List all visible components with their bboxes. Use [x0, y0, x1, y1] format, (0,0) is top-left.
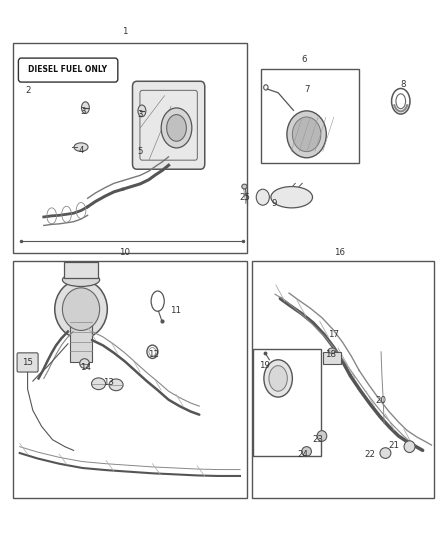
- Ellipse shape: [81, 102, 89, 114]
- Text: 20: 20: [375, 397, 387, 405]
- Text: 3: 3: [81, 108, 86, 116]
- Text: 11: 11: [170, 306, 181, 314]
- Bar: [70, 309, 92, 362]
- Bar: [323, 352, 341, 364]
- Text: 22: 22: [364, 450, 376, 458]
- Text: 25: 25: [240, 193, 251, 201]
- Bar: [64, 262, 98, 278]
- Ellipse shape: [80, 359, 89, 368]
- Ellipse shape: [380, 448, 391, 458]
- Text: 4: 4: [78, 146, 84, 155]
- Ellipse shape: [92, 378, 106, 390]
- Bar: [13, 43, 247, 253]
- Text: 12: 12: [148, 350, 159, 359]
- Ellipse shape: [317, 431, 327, 441]
- Bar: [13, 261, 247, 498]
- FancyBboxPatch shape: [18, 58, 118, 82]
- Ellipse shape: [256, 189, 269, 205]
- FancyBboxPatch shape: [132, 82, 205, 169]
- Text: 16: 16: [334, 248, 345, 256]
- Bar: [261, 69, 359, 163]
- Text: 2: 2: [26, 86, 31, 95]
- Text: 24: 24: [297, 450, 309, 458]
- Bar: [253, 349, 321, 456]
- Ellipse shape: [269, 366, 287, 391]
- Text: 5: 5: [138, 148, 143, 156]
- Ellipse shape: [264, 360, 293, 397]
- Ellipse shape: [166, 115, 187, 141]
- Text: 8: 8: [400, 80, 406, 88]
- Text: 21: 21: [389, 441, 400, 449]
- Text: 9: 9: [271, 199, 276, 208]
- Text: 3: 3: [138, 110, 143, 119]
- Text: DIESEL FUEL ONLY: DIESEL FUEL ONLY: [28, 66, 107, 74]
- Ellipse shape: [271, 187, 313, 208]
- Text: 23: 23: [312, 435, 323, 444]
- Text: 13: 13: [103, 378, 114, 387]
- Text: 10: 10: [119, 248, 131, 256]
- Ellipse shape: [292, 117, 321, 152]
- Ellipse shape: [302, 447, 311, 456]
- Text: 6: 6: [302, 55, 307, 64]
- Text: 7: 7: [304, 85, 309, 94]
- Ellipse shape: [62, 273, 100, 287]
- Ellipse shape: [62, 288, 100, 330]
- Ellipse shape: [328, 348, 336, 353]
- Ellipse shape: [287, 111, 326, 158]
- Ellipse shape: [242, 184, 247, 189]
- Ellipse shape: [404, 441, 415, 453]
- Text: 14: 14: [80, 364, 91, 372]
- Text: 18: 18: [325, 350, 336, 359]
- Ellipse shape: [109, 379, 123, 391]
- FancyBboxPatch shape: [17, 353, 38, 372]
- Text: 19: 19: [259, 361, 270, 369]
- Text: 15: 15: [21, 358, 33, 367]
- Ellipse shape: [74, 143, 88, 151]
- Bar: [252, 261, 434, 498]
- Ellipse shape: [161, 108, 192, 148]
- Ellipse shape: [55, 280, 107, 338]
- Text: 1: 1: [122, 28, 127, 36]
- Text: 17: 17: [328, 330, 339, 339]
- Ellipse shape: [138, 105, 146, 117]
